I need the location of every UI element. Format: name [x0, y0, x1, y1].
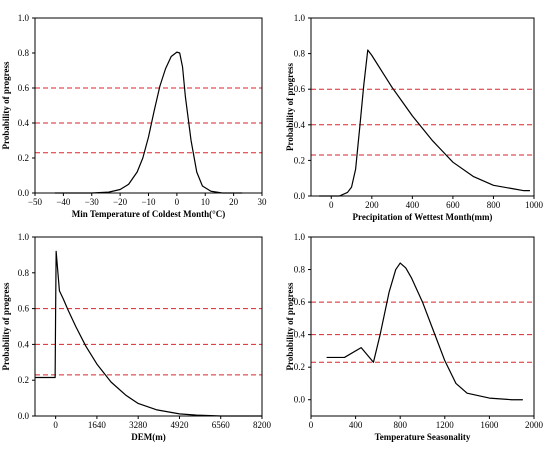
y-tick-label: 0.2	[294, 362, 305, 372]
plot-frame	[310, 236, 535, 417]
y-tick-label: 0.6	[294, 297, 306, 307]
x-axis-title: Min Temperature of Coldest Month(°C)	[72, 209, 225, 219]
y-axis-title: Probability of progress	[1, 282, 11, 371]
x-axis-title: DEM(m)	[131, 432, 166, 442]
x-tick-label: 8200	[253, 420, 272, 430]
x-tick-label: 400	[406, 200, 420, 210]
x-tick-label: 0	[175, 197, 180, 207]
x-tick-label: 200	[365, 200, 379, 210]
y-tick-label: 1.0	[294, 13, 306, 23]
chart-2: 0 200 400 600 800 1000 0.0 0.2 0.4 0.6 0.8 1.0 Preci…	[285, 13, 544, 222]
y-axis-title: Probability of progress	[285, 282, 295, 371]
chart-4: 0 400 800 1200 1600 2000 0.0 0.2 0.4 0.6 0.8 1.0 Tem…	[285, 232, 544, 442]
plot-frame	[34, 17, 263, 194]
y-tick-label: 0.4	[18, 118, 30, 128]
y-tick-label: 0.8	[294, 49, 306, 59]
y-tick-label: 0.0	[294, 191, 306, 201]
x-tick-label: 1600	[480, 420, 499, 430]
x-tick-label: 1640	[88, 420, 107, 430]
x-tick-label: 1200	[436, 420, 455, 430]
y-tick-label: 0.6	[18, 304, 30, 314]
series-line	[319, 49, 530, 197]
x-tick-label: 800	[487, 200, 501, 210]
x-tick-label: 0	[309, 420, 314, 430]
x-tick-label: 0	[53, 420, 58, 430]
y-tick-label: 0.2	[294, 155, 305, 165]
y-tick-label: 0.8	[18, 268, 30, 278]
x-tick-label: 0	[329, 200, 334, 210]
y-tick-label: 1.0	[18, 13, 30, 23]
y-tick-label: 0.8	[18, 48, 30, 58]
x-axis-title: Precipitation of Wettest Month(mm)	[353, 212, 493, 222]
x-tick-label: −20	[113, 197, 128, 207]
y-tick-label: 0.4	[294, 120, 306, 130]
x-tick-label: 600	[446, 200, 460, 210]
x-tick-label: −50	[28, 197, 43, 207]
x-tick-label: 400	[349, 420, 363, 430]
x-axis-title: Temperature Seasonality	[375, 432, 471, 442]
y-axis-title: Probability of progress	[285, 63, 295, 152]
y-tick-label: 0.0	[18, 411, 30, 421]
y-tick-label: 0.2	[18, 153, 29, 163]
series-line	[54, 51, 243, 194]
series-line	[326, 262, 523, 401]
x-tick-label: −30	[85, 197, 100, 207]
plot-frame	[310, 17, 535, 197]
plot-frame	[34, 236, 263, 417]
chart-1: −50 −40 −30 −20 −10 0 10 20 30 0.0 0.2 0.4 0.6 0.8 1.0…	[1, 13, 267, 219]
x-tick-label: 4920	[170, 420, 189, 430]
x-tick-label: 10	[201, 197, 211, 207]
x-tick-label: 800	[393, 420, 407, 430]
y-tick-label: 0.6	[18, 83, 30, 93]
y-tick-label: 1.0	[18, 232, 30, 242]
y-axis-title: Probability of progress	[1, 61, 11, 150]
x-tick-label: 30	[258, 197, 268, 207]
y-tick-label: 0.2	[18, 375, 29, 385]
series-line	[35, 250, 262, 417]
x-tick-label: −10	[141, 197, 156, 207]
chart-3: 0 1640 3280 4920 6560 8200 0.0 0.2 0.4 0.6 0.8 1.0 D…	[1, 232, 272, 442]
y-tick-label: 0.0	[294, 395, 306, 405]
x-tick-label: 2000	[525, 420, 544, 430]
x-tick-label: 3280	[129, 420, 148, 430]
y-tick-label: 0.0	[18, 188, 30, 198]
y-tick-label: 0.4	[294, 330, 306, 340]
x-tick-label: 20	[229, 197, 239, 207]
y-tick-label: 0.6	[294, 84, 306, 94]
x-tick-label: 6560	[212, 420, 231, 430]
y-tick-label: 0.4	[18, 339, 30, 349]
y-tick-label: 1.0	[294, 232, 306, 242]
x-tick-label: −40	[56, 197, 71, 207]
y-tick-label: 0.8	[294, 265, 306, 275]
x-tick-label: 1000	[525, 200, 544, 210]
